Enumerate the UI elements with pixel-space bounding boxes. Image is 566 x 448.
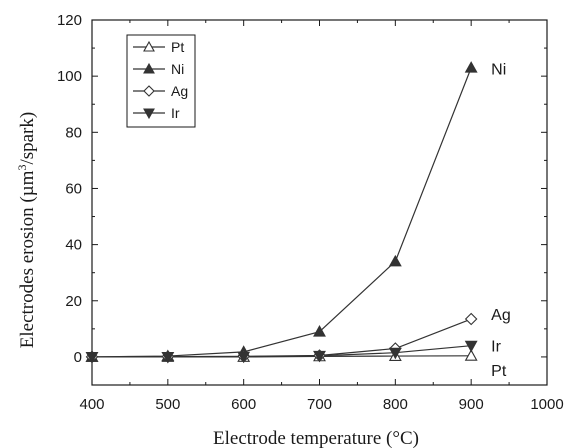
- legend-label-ag: Ag: [171, 83, 188, 99]
- x-tick-label: 400: [79, 396, 104, 413]
- x-tick-label: 800: [383, 396, 408, 413]
- series-end-label-ir: Ir: [491, 339, 501, 356]
- y-tick-label: 40: [65, 237, 82, 254]
- y-axis-title-suffix: /spark): [17, 112, 38, 165]
- series-end-label-ni: Ni: [491, 62, 506, 79]
- x-tick-label: 900: [459, 396, 484, 413]
- x-axis: 400 500 600 700 800 900 1000: [79, 20, 564, 413]
- y-axis-title-superscript: 3: [15, 165, 29, 171]
- data-point-ni: [388, 254, 402, 267]
- end-labels: Ni Ag Ir Pt: [491, 62, 511, 380]
- x-tick-label: 600: [231, 396, 256, 413]
- data-point-ir: [161, 351, 175, 364]
- series-lines: [91, 67, 472, 358]
- x-tick-label: 700: [307, 396, 332, 413]
- x-tick-label: 500: [155, 396, 180, 413]
- series-line-ir: [92, 345, 472, 358]
- series-end-label-ag: Ag: [491, 307, 511, 324]
- data-point-pt: [464, 349, 478, 361]
- legend: Pt Ni Ag Ir: [126, 34, 196, 128]
- y-tick-label: 20: [65, 293, 82, 310]
- legend-marker-ni: [143, 62, 155, 74]
- legend-box: [126, 34, 196, 128]
- data-point-ir: [237, 351, 251, 364]
- data-point-ir: [313, 350, 326, 363]
- y-axis-title: Electrodes erosion (µm3/spark): [15, 112, 38, 348]
- y-axis: 0 20 40 60 80 100 120: [57, 12, 547, 386]
- legend-label-ni: Ni: [171, 61, 184, 77]
- x-axis-title: Electrode temperature (°C): [213, 428, 419, 448]
- data-point-ir: [388, 347, 402, 360]
- data-point-ir: [85, 351, 99, 364]
- y-tick-label: 100: [57, 68, 82, 85]
- legend-label-pt: Pt: [171, 39, 184, 55]
- x-tick-label: 1000: [530, 396, 563, 413]
- legend-label-ir: Ir: [171, 105, 180, 121]
- data-point-ir: [464, 340, 478, 353]
- series-markers: [85, 61, 478, 364]
- data-point-ag: [464, 312, 478, 326]
- legend-marker-ag: [143, 85, 155, 97]
- y-tick-label: 80: [65, 124, 82, 141]
- y-tick-label: 120: [57, 12, 82, 29]
- y-tick-label: 60: [65, 180, 82, 197]
- data-point-ni: [464, 61, 478, 73]
- legend-marker-pt: [143, 40, 155, 52]
- y-axis-title-main: Electrodes erosion (µm: [17, 170, 38, 348]
- y-tick-label: 0: [74, 349, 82, 366]
- data-point-ni: [313, 325, 326, 337]
- legend-marker-ir: [143, 108, 155, 120]
- series-end-label-pt: Pt: [491, 363, 507, 380]
